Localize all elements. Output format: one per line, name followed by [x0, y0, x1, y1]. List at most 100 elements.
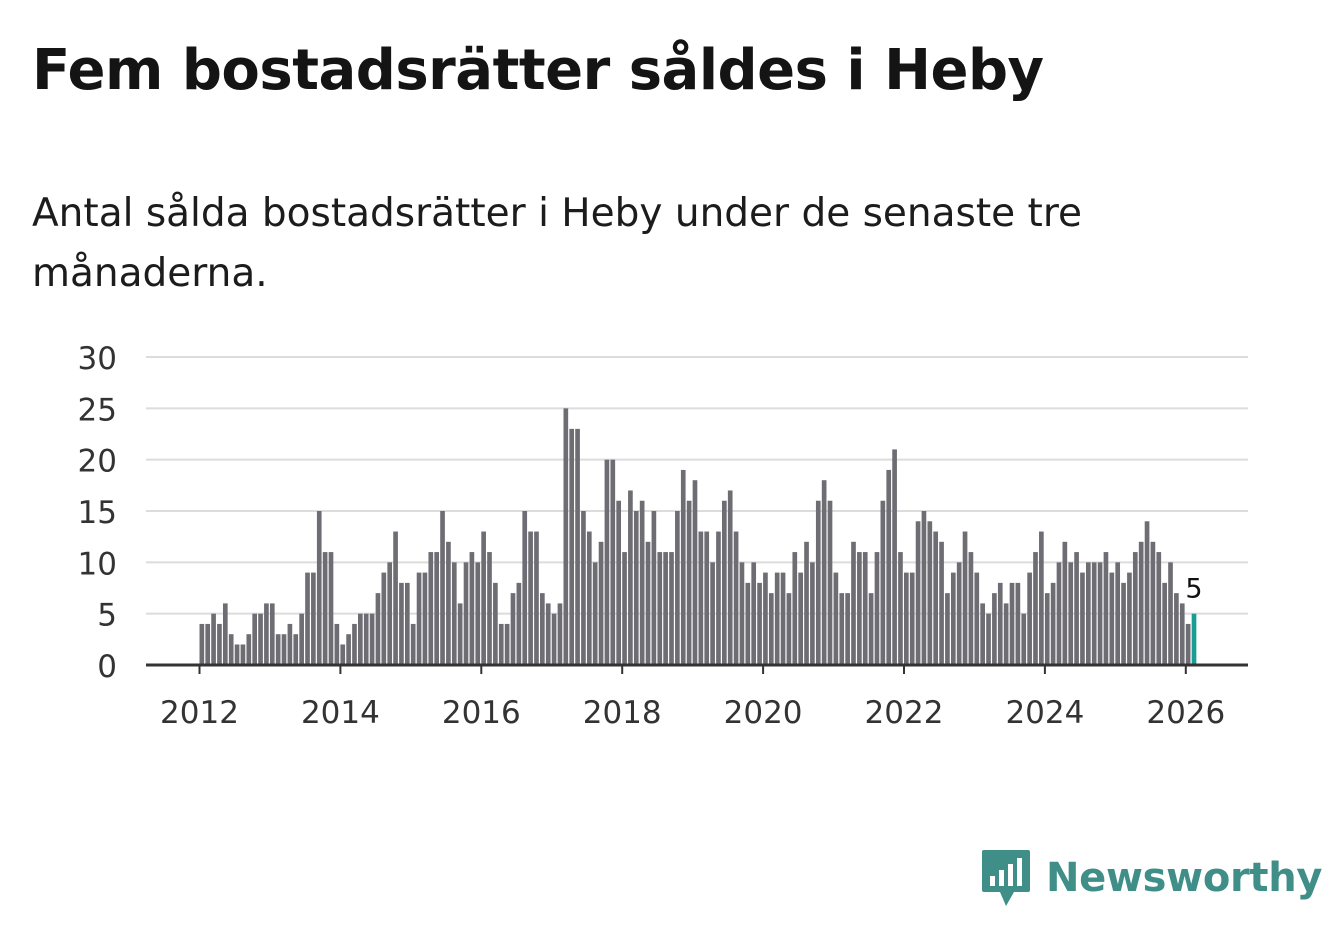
- bar: [369, 613, 375, 665]
- bar: [228, 634, 234, 665]
- bar: [827, 500, 833, 665]
- bar: [810, 562, 815, 665]
- bar: [522, 511, 528, 665]
- bar: [1138, 541, 1144, 665]
- bar: [845, 593, 850, 665]
- bar: [1179, 603, 1185, 665]
- bar: [217, 623, 222, 665]
- bar: [581, 511, 586, 665]
- bar: [821, 480, 827, 665]
- bar: [657, 552, 663, 665]
- bar: [950, 572, 956, 665]
- bar: [516, 582, 522, 665]
- bar: [446, 541, 451, 665]
- bar: [727, 490, 733, 665]
- bar: [287, 623, 293, 665]
- bar: [704, 531, 710, 665]
- bar: [1074, 552, 1079, 665]
- bar: [927, 521, 933, 665]
- bar: [1056, 562, 1062, 665]
- bar: [1115, 562, 1121, 665]
- bar: [933, 531, 939, 665]
- bar: [851, 541, 856, 665]
- bar: [962, 531, 968, 665]
- bar: [698, 531, 704, 665]
- bar: [710, 562, 715, 665]
- bar: [457, 603, 463, 665]
- bar: [1132, 552, 1138, 665]
- x-tick-label: 2022: [865, 695, 944, 731]
- bar: [1097, 562, 1103, 665]
- bar: [528, 531, 533, 665]
- bar: [974, 572, 980, 665]
- bar: [680, 469, 686, 665]
- y-tick-label: 30: [78, 341, 117, 377]
- bar: [780, 572, 786, 665]
- x-tick-label: 2018: [583, 695, 662, 731]
- bar: [381, 572, 387, 665]
- chart-title: Fem bostadsrätter såldes i Heby: [32, 38, 1044, 103]
- y-tick-label: 20: [78, 444, 117, 480]
- bar: [469, 552, 475, 665]
- bar: [404, 582, 410, 665]
- bar: [281, 634, 287, 665]
- bar: [346, 634, 351, 665]
- bar: [945, 593, 950, 665]
- bar: [992, 593, 997, 665]
- bar: [393, 531, 398, 665]
- bar: [968, 552, 974, 665]
- bar: [733, 531, 739, 665]
- bar: [857, 552, 862, 665]
- data-label: 5: [1185, 574, 1202, 605]
- bar: [763, 572, 768, 665]
- bar: [422, 572, 428, 665]
- bar: [1091, 562, 1097, 665]
- bar: [575, 428, 580, 665]
- bar: [1085, 562, 1091, 665]
- bar: [745, 582, 751, 665]
- bar: [686, 500, 692, 665]
- bar-highlighted: [1191, 613, 1197, 665]
- bar: [340, 644, 346, 665]
- bar: [463, 562, 469, 665]
- bar: [939, 541, 944, 665]
- bar: [798, 572, 803, 665]
- y-tick-label: 5: [97, 598, 117, 634]
- bar: [622, 552, 627, 665]
- bar: [610, 459, 616, 665]
- bar: [886, 469, 892, 665]
- bar: [909, 572, 915, 665]
- y-tick-label: 15: [78, 495, 117, 531]
- bar: [633, 511, 639, 665]
- newsworthy-logo[interactable]: Newsworthy: [980, 848, 1322, 908]
- bar: [363, 613, 369, 665]
- bar: [557, 603, 563, 665]
- bar: [645, 541, 651, 665]
- bar: [669, 552, 674, 665]
- bar: [915, 521, 921, 665]
- bar: [481, 531, 486, 665]
- y-tick-label: 0: [97, 649, 117, 685]
- bar: [264, 603, 269, 665]
- bar: [1127, 572, 1132, 665]
- bar: [892, 449, 897, 665]
- bar: [675, 511, 680, 665]
- bar: [1185, 623, 1191, 665]
- bar: [768, 593, 774, 665]
- bar: [628, 490, 633, 665]
- bar: [545, 603, 551, 665]
- bar: [410, 623, 416, 665]
- bar: [1033, 552, 1038, 665]
- bar: [739, 562, 745, 665]
- x-tick-label: 2012: [160, 695, 239, 731]
- bar: [258, 613, 263, 665]
- x-tick-label: 2024: [1005, 695, 1084, 731]
- bar: [234, 644, 240, 665]
- bar: [792, 552, 798, 665]
- newsworthy-logo-icon: [982, 850, 1030, 906]
- bar: [751, 562, 757, 665]
- bar: [222, 603, 228, 665]
- bar: [774, 572, 780, 665]
- bar: [598, 541, 604, 665]
- bar: [199, 623, 205, 665]
